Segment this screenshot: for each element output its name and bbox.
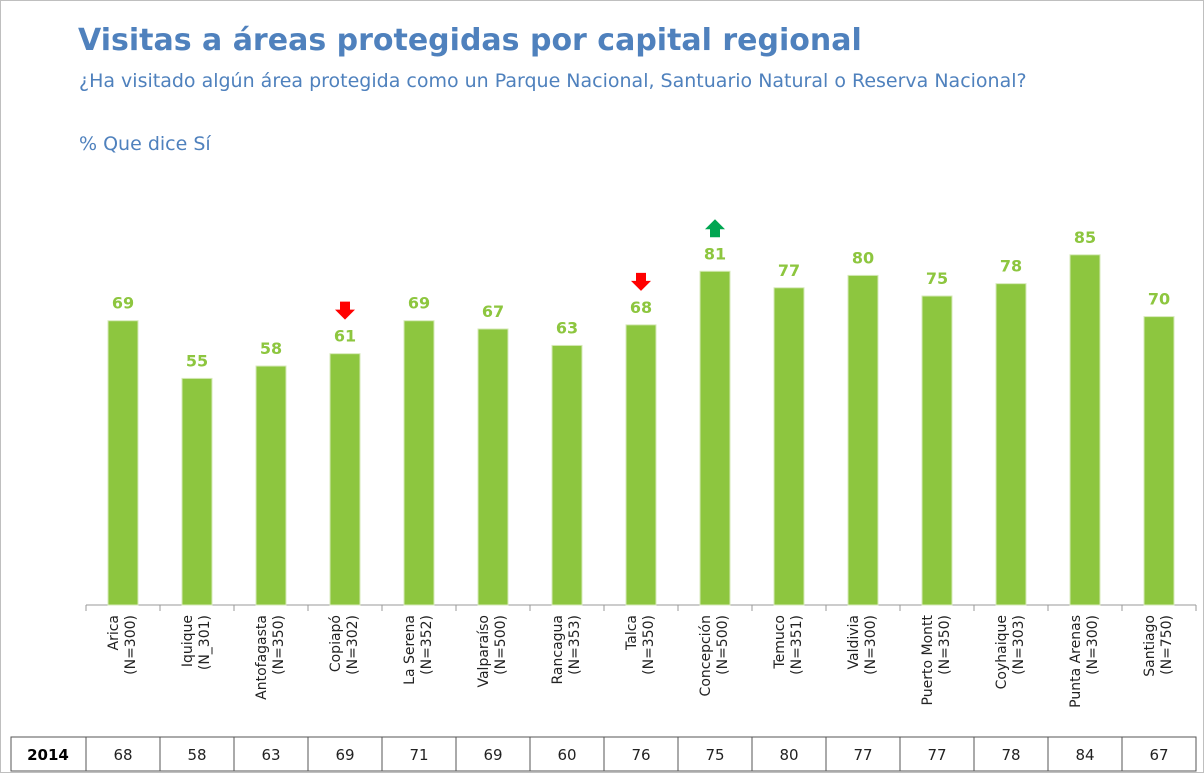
- measure-label: % Que dice Sí: [79, 133, 211, 155]
- data-label: 67: [482, 302, 504, 321]
- table-value: 77: [927, 746, 946, 764]
- data-label: 80: [852, 248, 874, 267]
- x-tick-label: Valparaíso: [476, 615, 492, 688]
- x-tick-label: Iquique: [180, 615, 196, 667]
- x-tick-label: Rancagua: [550, 615, 566, 685]
- table-value: 68: [113, 746, 132, 764]
- data-label: 61: [334, 327, 356, 346]
- x-tick-label: La Serena: [402, 615, 418, 685]
- x-tick-sublabel: (N=750): [1159, 615, 1175, 675]
- x-tick-sublabel: (N=302): [345, 615, 361, 675]
- bar: [699, 270, 731, 606]
- table-value: 75: [705, 746, 724, 764]
- data-label: 78: [1000, 257, 1022, 276]
- bar: [255, 365, 287, 606]
- bar: [477, 328, 509, 606]
- x-tick-sublabel: (N=350): [641, 615, 657, 675]
- chart-title: Visitas a áreas protegidas por capital r…: [78, 23, 862, 58]
- chart-subtitle: ¿Ha visitado algún área protegida como u…: [79, 70, 1027, 92]
- bar: [181, 377, 213, 606]
- bar: [847, 274, 879, 606]
- table-value: 69: [483, 746, 502, 764]
- x-tick-sublabel: (N=350): [937, 615, 953, 675]
- data-label: 77: [778, 261, 800, 280]
- bar: [329, 353, 361, 606]
- x-tick-label: Talca: [624, 615, 640, 651]
- x-tick-label: Valdivia: [846, 615, 862, 670]
- x-tick-sublabel: (N=500): [715, 615, 731, 675]
- x-tick-sublabel: (N=500): [493, 615, 509, 675]
- x-tick-label: Punta Arenas: [1068, 615, 1084, 708]
- x-tick-label: Santiago: [1142, 615, 1158, 677]
- data-label: 55: [186, 351, 208, 370]
- x-tick-sublabel: (N_301): [197, 615, 213, 670]
- table-value: 63: [261, 746, 280, 764]
- data-label: 68: [630, 298, 652, 317]
- x-tick-label: Antofagasta: [254, 615, 270, 700]
- data-label: 69: [112, 294, 134, 313]
- x-tick-sublabel: (N=303): [1011, 615, 1027, 675]
- bar: [921, 295, 953, 606]
- data-label: 85: [1074, 228, 1096, 247]
- table-value: 77: [853, 746, 872, 764]
- table-value: 60: [557, 746, 576, 764]
- x-tick-sublabel: (N=300): [1085, 615, 1101, 675]
- bar: [107, 320, 139, 606]
- x-tick-label: Copiapó: [328, 615, 344, 672]
- table-value: 78: [1001, 746, 1020, 764]
- table-value: 58: [187, 746, 206, 764]
- trend-arrow-down: [631, 272, 651, 291]
- table-value: 69: [335, 746, 354, 764]
- data-label: 69: [408, 294, 430, 313]
- x-tick-label: Concepción: [698, 615, 714, 696]
- x-tick-label: Arica: [106, 615, 122, 651]
- bar: [403, 320, 435, 606]
- x-tick-label: Coyhaique: [994, 615, 1010, 689]
- bar: [773, 287, 805, 606]
- trend-arrow-up: [705, 219, 725, 238]
- data-label: 58: [260, 339, 282, 358]
- x-tick-sublabel: (N=350): [271, 615, 287, 675]
- bar: [551, 344, 583, 606]
- table-value: 76: [631, 746, 650, 764]
- table-value: 67: [1149, 746, 1168, 764]
- data-label: 81: [704, 244, 726, 263]
- x-tick-sublabel: (N=352): [419, 615, 435, 675]
- x-tick-sublabel: (N=300): [123, 615, 139, 675]
- table-row-label: 2014: [27, 746, 69, 764]
- data-label: 63: [556, 318, 578, 337]
- table-value: 71: [409, 746, 428, 764]
- x-tick-sublabel: (N=300): [863, 615, 879, 675]
- trend-arrow-down: [335, 301, 355, 320]
- data-label: 75: [926, 269, 948, 288]
- bar: [1069, 254, 1101, 606]
- data-label: 70: [1148, 290, 1170, 309]
- table-value: 84: [1075, 746, 1094, 764]
- table-value: 80: [779, 746, 798, 764]
- bar: [1143, 316, 1175, 606]
- x-tick-sublabel: (N=351): [789, 615, 805, 675]
- x-tick-label: Puerto Montt: [920, 615, 936, 706]
- bar: [625, 324, 657, 606]
- x-tick-label: Temuco: [772, 615, 788, 670]
- x-tick-sublabel: (N=353): [567, 615, 583, 675]
- bar: [995, 283, 1027, 606]
